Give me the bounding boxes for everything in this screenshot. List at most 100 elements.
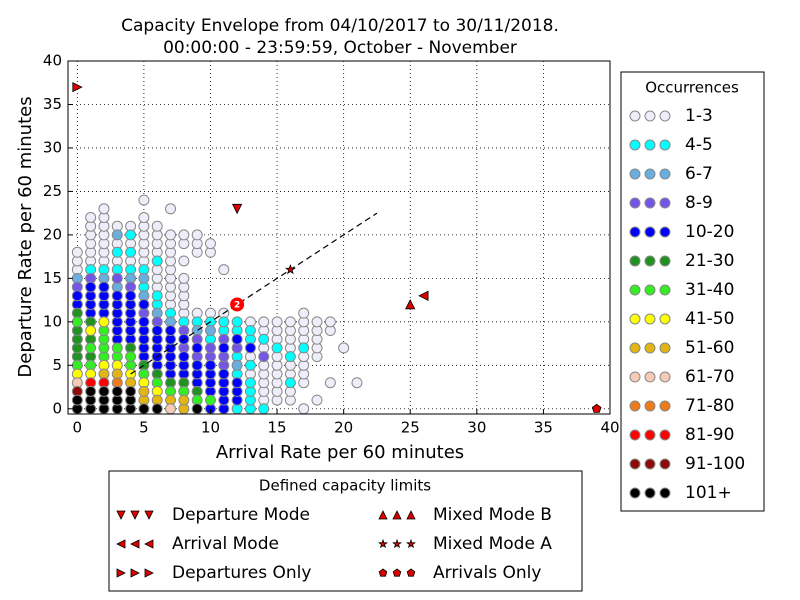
data-point — [244, 342, 256, 354]
data-point — [138, 212, 150, 224]
data-point — [85, 342, 97, 354]
data-point — [125, 351, 137, 363]
data-point — [98, 203, 110, 215]
data-point — [191, 403, 203, 415]
legend-label: 91-100 — [685, 454, 745, 474]
data-point — [204, 359, 216, 371]
legend: 1-3 4-5 6-7 8-9 10-20 21-30 31-40 41-50 51-60 61-… — [629, 106, 745, 503]
x-tick-label: 25 — [401, 419, 420, 437]
data-point — [111, 229, 123, 241]
data-point — [165, 403, 177, 415]
legend-marker — [406, 510, 416, 520]
reference-line — [130, 212, 378, 375]
data-point — [111, 342, 123, 354]
data-point — [98, 316, 110, 328]
data-point — [204, 394, 216, 406]
data-point — [218, 342, 230, 354]
data-point — [284, 316, 296, 328]
data-point — [85, 325, 97, 337]
limits-legend-title: Defined capacity limits — [259, 477, 431, 495]
legend-marker — [644, 371, 656, 383]
legend-label: Departure Mode — [172, 505, 310, 525]
legend-marker — [629, 342, 641, 354]
data-point — [351, 377, 363, 389]
x-tick-label: 30 — [467, 419, 486, 437]
legend-marker — [644, 429, 656, 441]
legend-marker — [392, 510, 402, 520]
legend-marker — [659, 342, 671, 354]
legend-marker — [659, 284, 671, 296]
data-point — [204, 342, 216, 354]
data-point — [125, 229, 137, 241]
plot-frame — [67, 60, 611, 415]
legend-label: 41-50 — [685, 309, 734, 329]
limit-marker — [72, 81, 83, 93]
data-point — [191, 229, 203, 241]
data-point — [111, 290, 123, 302]
legend-marker — [644, 226, 656, 238]
legend-label: Mixed Mode A — [433, 534, 552, 554]
plot-area: 2 — [71, 81, 602, 415]
legend-title: Occurrences — [645, 79, 739, 97]
x-tick-label: 35 — [534, 419, 553, 437]
legend-marker — [144, 568, 154, 578]
legend-marker — [144, 510, 154, 520]
data-point — [244, 325, 256, 337]
data-point — [151, 325, 163, 337]
data-point — [138, 272, 150, 284]
legend-marker — [116, 539, 126, 549]
data-point — [298, 307, 310, 319]
data-point — [271, 342, 283, 354]
data-point — [165, 229, 177, 241]
data-point — [284, 351, 296, 363]
data-point — [204, 238, 216, 250]
legend-marker — [116, 568, 126, 578]
legend-marker — [629, 284, 641, 296]
data-point — [258, 316, 270, 328]
legend-marker — [644, 284, 656, 296]
legend-marker — [644, 139, 656, 151]
legend-marker — [644, 197, 656, 209]
legend-marker — [406, 568, 416, 577]
legend-marker — [659, 371, 671, 383]
data-point — [138, 316, 150, 328]
data-point — [231, 333, 243, 345]
legend-label: Departures Only — [172, 563, 311, 583]
y-tick-label: 10 — [43, 312, 62, 330]
legend-marker — [378, 538, 388, 549]
data-point — [151, 403, 163, 415]
x-tick-label: 15 — [268, 419, 287, 437]
legend-label: 4-5 — [685, 135, 713, 155]
axes: 0 5 10 15 20 25 30 35 40 0 5 10 15 20 25 30 35 40 — [43, 52, 620, 437]
legend-marker — [659, 197, 671, 209]
legend-marker — [659, 255, 671, 267]
legend-marker — [130, 510, 140, 520]
highlight-point — [230, 297, 245, 312]
legend-label: 51-60 — [685, 338, 734, 358]
legend-marker — [629, 110, 641, 122]
legend-marker — [392, 538, 402, 549]
legend-marker — [659, 400, 671, 412]
legend-label: Arrivals Only — [433, 563, 541, 583]
data-point — [165, 325, 177, 337]
data-point — [244, 359, 256, 371]
data-point — [191, 359, 203, 371]
data-point — [298, 342, 310, 354]
x-axis-label: Arrival Rate per 60 minutes — [216, 442, 464, 463]
data-point — [151, 255, 163, 267]
data-point — [258, 403, 270, 415]
data-point — [311, 316, 323, 328]
data-point — [231, 359, 243, 371]
legend-label: 8-9 — [685, 193, 713, 213]
data-point — [151, 220, 163, 232]
data-point — [111, 246, 123, 258]
legend-marker — [659, 110, 671, 122]
data-point — [284, 377, 296, 389]
legend-marker — [644, 110, 656, 122]
data-point — [178, 272, 190, 284]
y-tick-label: 20 — [43, 225, 62, 243]
legend-marker — [629, 197, 641, 209]
data-point — [178, 351, 190, 363]
legend-marker — [659, 458, 671, 470]
